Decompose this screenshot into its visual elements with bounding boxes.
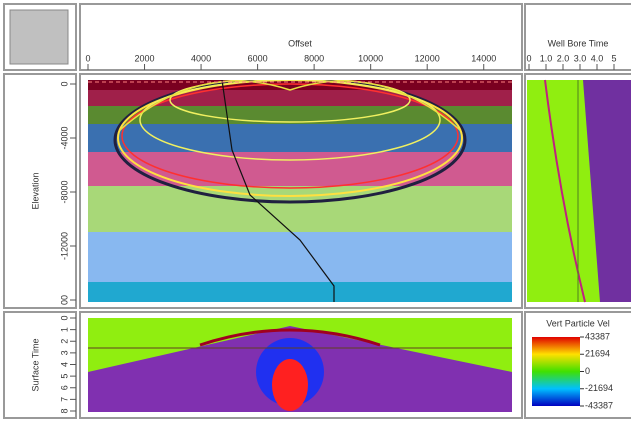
tick-label: 0: [59, 315, 69, 320]
tick-label: 14000: [471, 53, 496, 63]
tick-label: 4: [59, 362, 69, 367]
tick-label: 0: [85, 53, 90, 63]
colorbar-title: Vert Particle Vel: [546, 318, 610, 328]
tick-label: 5: [59, 374, 69, 379]
tick-label: 2.0: [557, 53, 570, 63]
tick-label: -12000: [59, 232, 69, 260]
tick-label: 2: [59, 339, 69, 344]
tick-label: 0: [526, 53, 531, 63]
tick-label: 6: [59, 385, 69, 390]
colorbar: [532, 337, 580, 406]
tick-label: 0: [585, 366, 590, 376]
tick-label: 4.0: [591, 53, 604, 63]
tick-label: 1.0: [540, 53, 553, 63]
tick-label: 8: [59, 408, 69, 413]
axis-label: Offset: [288, 38, 312, 48]
elevation-panel: [3, 73, 77, 309]
tick-label: 43387: [585, 331, 610, 341]
tick-label: 4000: [191, 53, 211, 63]
tick-label: -21694: [585, 383, 613, 393]
offset-panel: [79, 3, 523, 71]
tick-label: 1: [59, 327, 69, 332]
tick-label: 00: [59, 295, 69, 305]
surface-image: [88, 318, 512, 412]
tick-label: 7: [59, 397, 69, 402]
tick-label: 2000: [135, 53, 155, 63]
tick-label: 10000: [358, 53, 383, 63]
tick-label: 8000: [304, 53, 324, 63]
tick-label: -8000: [59, 180, 69, 203]
tick-label: 21694: [585, 349, 610, 359]
tick-label: 5: [611, 53, 616, 63]
wellbore-image: [527, 79, 631, 303]
tick-label: -4000: [59, 126, 69, 149]
corner-box: [9, 9, 69, 65]
tick-label: 12000: [415, 53, 440, 63]
axis-label: Elevation: [30, 172, 40, 209]
axis-label: Surface Time: [30, 338, 40, 391]
axis-label: Well Bore Time: [548, 38, 609, 48]
tick-label: 3.0: [574, 53, 587, 63]
tick-label: -43387: [585, 400, 613, 410]
tick-label: 6000: [248, 53, 268, 63]
tick-label: 3: [59, 350, 69, 355]
tick-label: 0: [59, 81, 69, 86]
model-image: [88, 80, 512, 302]
